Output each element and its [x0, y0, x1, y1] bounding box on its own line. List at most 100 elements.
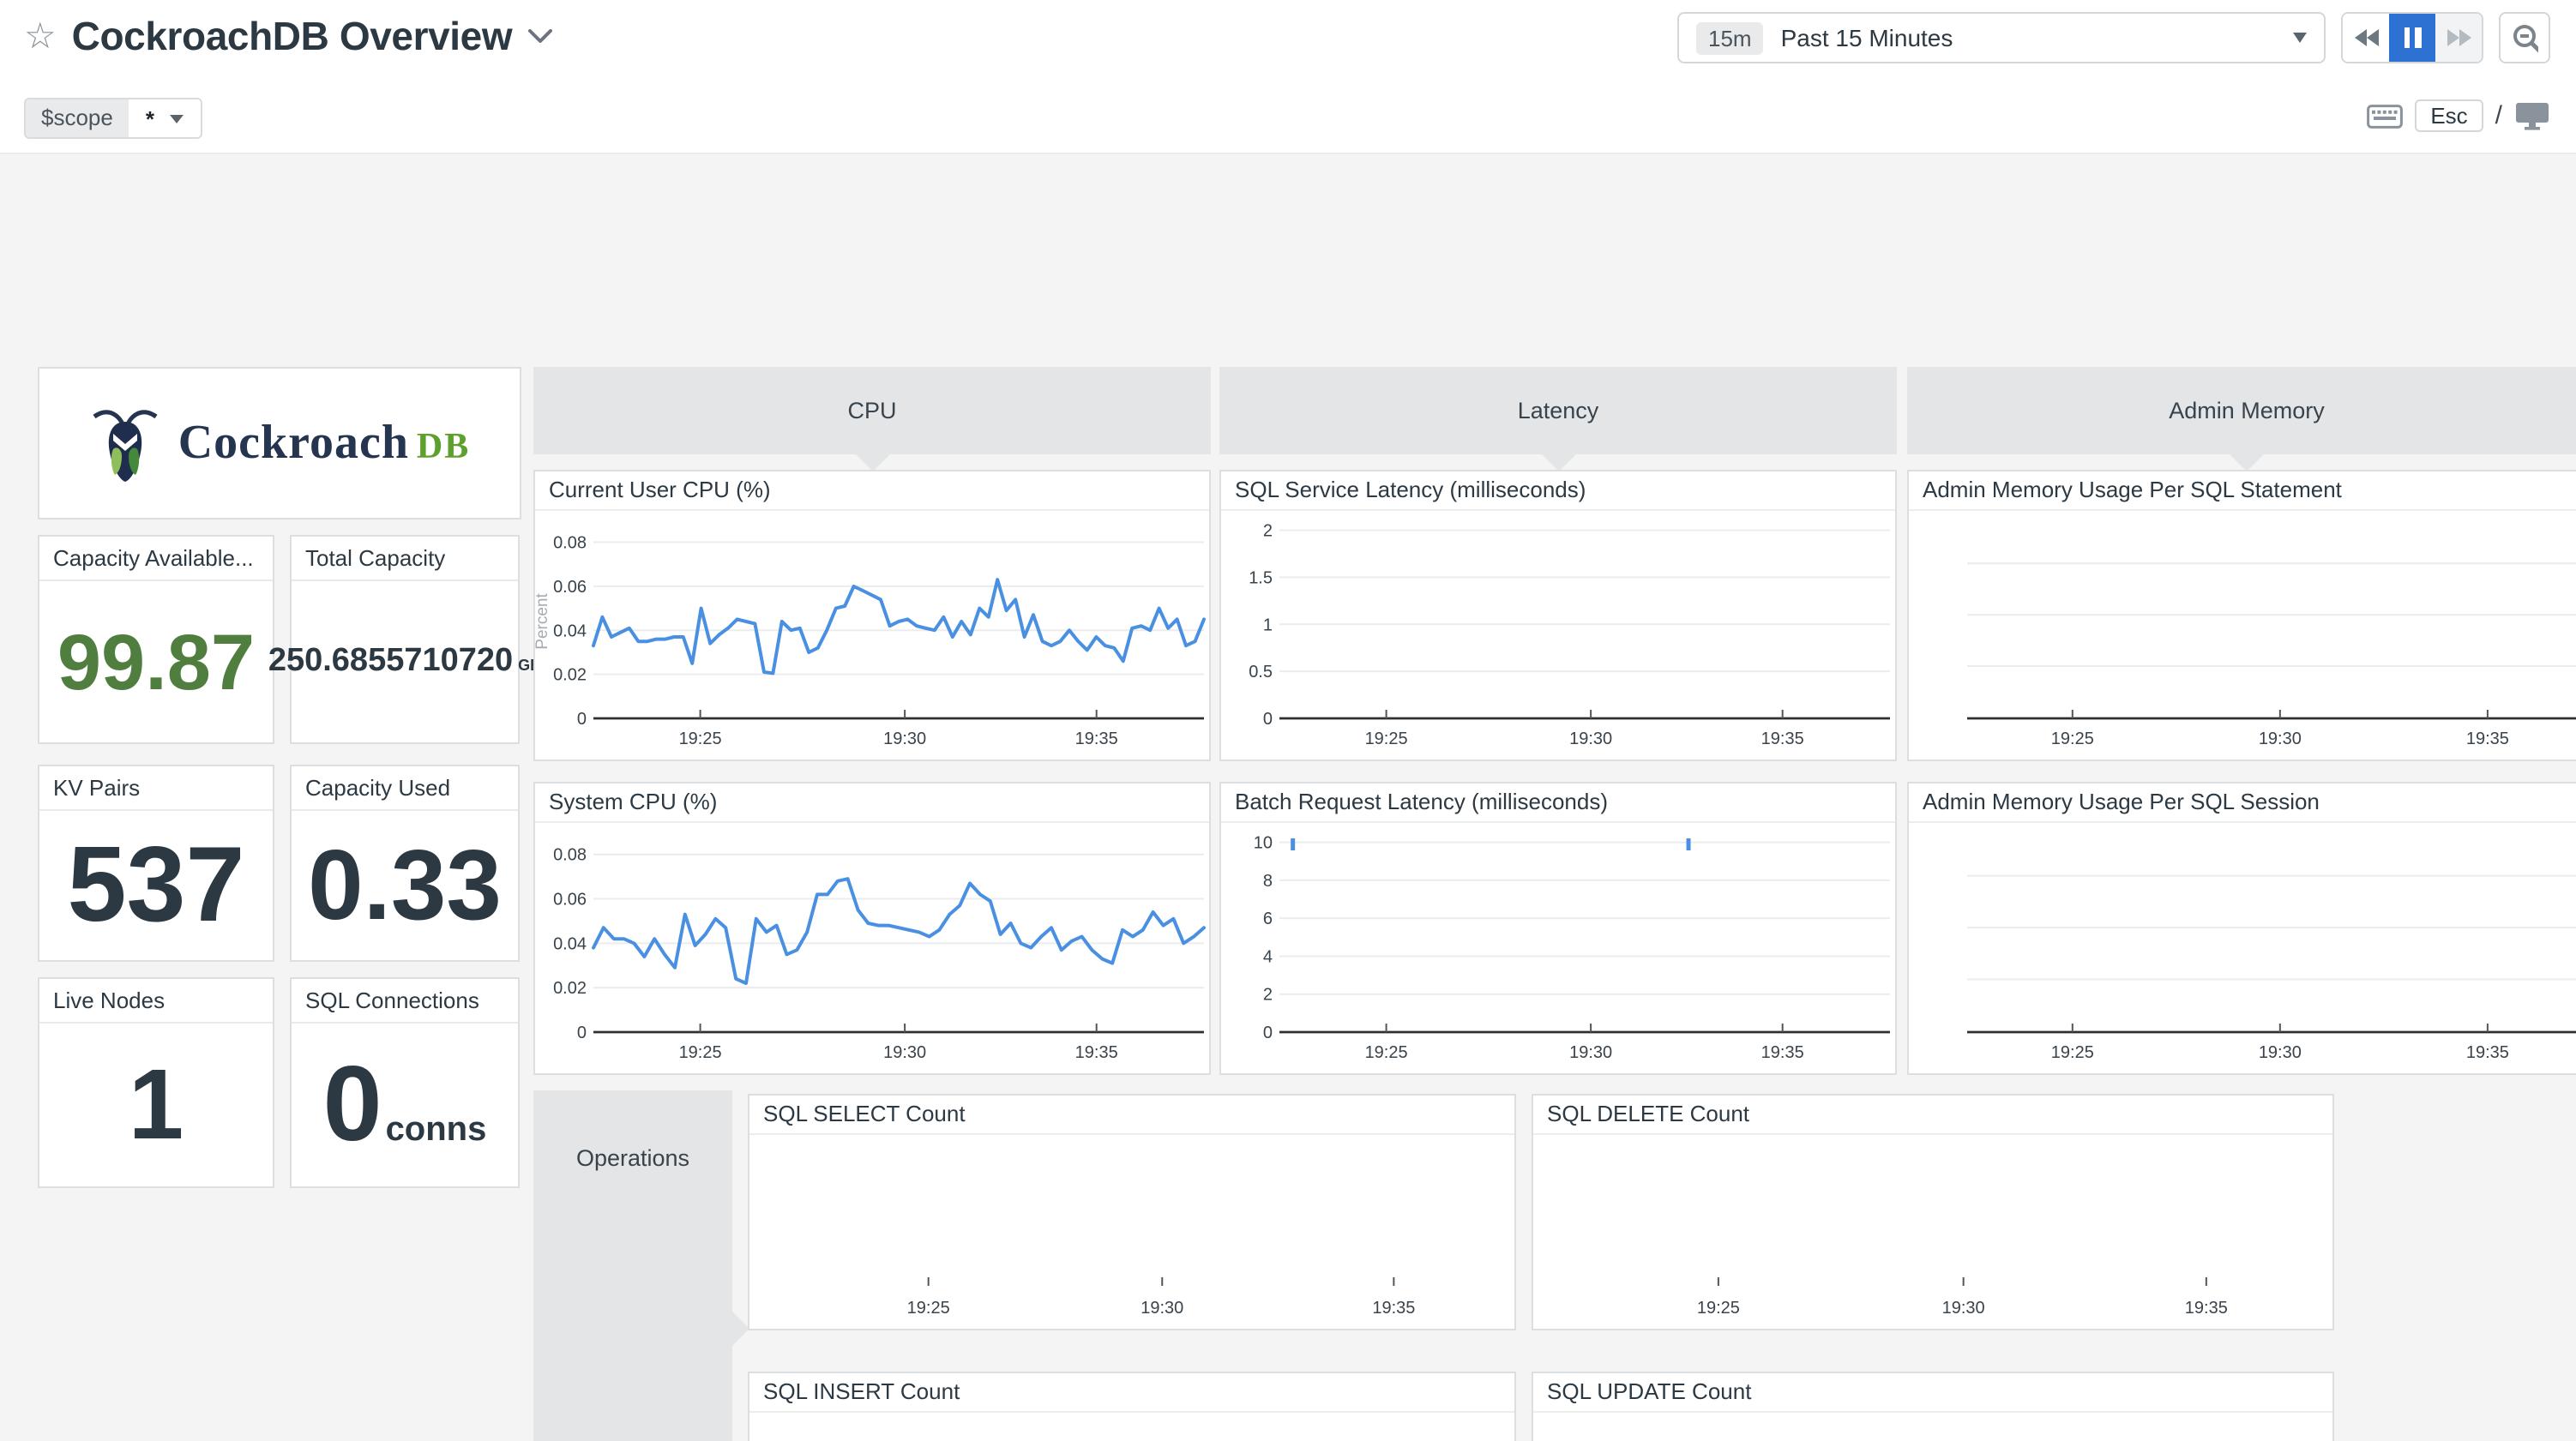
chart-title: SQL UPDATE Count [1533, 1373, 2332, 1413]
chart-panel-current-user-cpu[interactable]: Current User CPU (%) 0.08 0.06 0.04 0.02 0 19… [533, 470, 1211, 761]
fast-forward-button[interactable] [2435, 14, 2482, 62]
zoom-out-button[interactable] [2499, 12, 2550, 63]
section-header-latency[interactable]: Latency [1219, 367, 1897, 471]
svg-text:19:35: 19:35 [2185, 1299, 2228, 1318]
cockroachdb-logo-card[interactable]: Cockroach DB [38, 367, 521, 519]
stat-value: 0.33 [308, 829, 502, 940]
svg-text:0.08: 0.08 [553, 846, 587, 865]
favorite-star-icon[interactable]: ☆ [24, 17, 57, 57]
stat-label: Live Nodes [39, 979, 273, 1024]
chart-title: System CPU (%) [535, 784, 1209, 823]
stat-value: 250.6855710720 [268, 642, 514, 678]
svg-text:19:30: 19:30 [1942, 1299, 1985, 1318]
svg-text:0.04: 0.04 [553, 621, 587, 640]
time-controls: 15m Past 15 Minutes [1677, 12, 2550, 63]
chart-title: SQL INSERT Count [749, 1373, 1514, 1413]
fast-forward-icon [2447, 29, 2471, 46]
stat-label: Capacity Available... [39, 537, 273, 581]
stat-card-live-nodes[interactable]: Live Nodes 1 [38, 977, 274, 1188]
stat-label: Capacity Used [292, 766, 518, 811]
title-chevron-down-icon[interactable] [527, 29, 552, 45]
svg-text:19:35: 19:35 [1761, 730, 1804, 748]
svg-text:0.04: 0.04 [553, 934, 587, 953]
stat-card-sql-connections[interactable]: SQL Connections 0 conns [290, 977, 520, 1188]
svg-text:19:30: 19:30 [2259, 1043, 2302, 1062]
svg-text:19:35: 19:35 [2466, 1043, 2509, 1062]
logo-word: Cockroach [178, 416, 409, 469]
svg-text:0.06: 0.06 [553, 578, 587, 597]
svg-text:0: 0 [1263, 1024, 1273, 1042]
svg-text:19:25: 19:25 [1365, 1043, 1408, 1062]
chart-canvas: 19:25 19:30 19:35 [1909, 823, 2576, 1073]
tv-mode-icon[interactable] [2514, 101, 2550, 130]
scope-caret-icon [169, 114, 184, 123]
section-header-operations[interactable]: Operations [533, 1090, 749, 1441]
esc-key-badge: Esc [2415, 99, 2483, 132]
svg-text:19:35: 19:35 [2466, 730, 2509, 748]
svg-text:19:25: 19:25 [1365, 730, 1408, 748]
chart-title: SQL SELECT Count [749, 1096, 1514, 1135]
section-pointer [1539, 453, 1577, 471]
chart-panel-batch-request-latency[interactable]: Batch Request Latency (milliseconds) 10 8… [1219, 782, 1897, 1075]
time-range-label: Past 15 Minutes [1780, 24, 1953, 51]
svg-text:0.02: 0.02 [553, 666, 587, 685]
stat-card-total-capacity[interactable]: Total Capacity 250.6855710720 GB [268, 535, 541, 744]
zoom-out-icon [2513, 24, 2538, 52]
chart-panel-system-cpu[interactable]: System CPU (%) 0.08 0.06 0.04 0.02 0 19:25 19:… [533, 782, 1211, 1075]
stat-card-kv-pairs[interactable]: KV Pairs 537 [38, 765, 274, 962]
chart-title: SQL Service Latency (milliseconds) [1221, 471, 1895, 511]
svg-text:19:35: 19:35 [1075, 1043, 1118, 1062]
stat-card-capacity-used[interactable]: Capacity Used 0.33 [290, 765, 520, 962]
stat-value: 537 [67, 826, 245, 944]
svg-text:10: 10 [1254, 834, 1273, 853]
svg-text:19:30: 19:30 [1569, 1043, 1612, 1062]
chart-title: Batch Request Latency (milliseconds) [1221, 784, 1895, 823]
top-bar: ☆ CockroachDB Overview 15m Past 15 Minut… [0, 0, 2576, 154]
chart-canvas: 0.08 0.06 0.04 0.02 0 19:25 19:30 19:35 Percent [533, 511, 1209, 760]
svg-text:19:25: 19:25 [2051, 1043, 2094, 1062]
keyboard-icon[interactable] [2367, 104, 2404, 128]
svg-text:8: 8 [1263, 872, 1273, 891]
svg-text:Percent: Percent [535, 593, 551, 650]
time-range-badge: 15m [1696, 21, 1764, 54]
svg-text:19:30: 19:30 [1569, 730, 1612, 748]
section-header-admin-memory[interactable]: Admin Memory [1907, 367, 2576, 471]
svg-text:6: 6 [1263, 910, 1273, 928]
svg-text:1: 1 [1263, 615, 1273, 634]
svg-text:19:25: 19:25 [679, 730, 722, 748]
chart-panel-sql-select-count[interactable]: SQL SELECT Count 19:25 19:30 19:35 [748, 1094, 1516, 1330]
chart-panel-admin-memory-session[interactable]: Admin Memory Usage Per SQL Session 19:25… [1907, 782, 2576, 1075]
stat-value: 1 [128, 1048, 184, 1160]
scope-variable-value[interactable]: * [128, 99, 201, 137]
time-range-caret-icon [2293, 33, 2307, 43]
stat-card-capacity-available[interactable]: Capacity Available... 99.87 [38, 535, 274, 744]
section-header-cpu[interactable]: CPU [533, 367, 1211, 471]
rewind-button[interactable] [2343, 14, 2389, 62]
stat-label: Total Capacity [292, 537, 518, 581]
pause-button[interactable] [2389, 14, 2435, 62]
section-label: Latency [1517, 398, 1599, 423]
page-title: CockroachDB Overview [71, 14, 513, 58]
section-pointer [731, 1310, 749, 1348]
svg-text:19:25: 19:25 [1697, 1299, 1740, 1318]
stat-label: KV Pairs [39, 766, 273, 811]
stat-value: 0 [322, 1045, 382, 1163]
chart-canvas: 10 8 6 4 2 0 19:25 19:30 19:35 [1221, 823, 1895, 1073]
chart-canvas: 2 1.5 1 0.5 0 19:25 19:30 19:35 [1221, 511, 1895, 760]
scope-template-variable[interactable]: $scope * [24, 98, 202, 139]
svg-text:0: 0 [577, 710, 587, 729]
svg-text:19:35: 19:35 [1761, 1043, 1804, 1062]
chart-panel-sql-service-latency[interactable]: SQL Service Latency (milliseconds) 2 1.5 1… [1219, 470, 1897, 761]
chart-title: Admin Memory Usage Per SQL Statement [1909, 471, 2576, 511]
time-range-picker[interactable]: 15m Past 15 Minutes [1677, 12, 2326, 63]
svg-text:1.5: 1.5 [1249, 568, 1273, 587]
chart-panel-admin-memory-statement[interactable]: Admin Memory Usage Per SQL Statement 19:… [1907, 470, 2576, 761]
svg-text:19:25: 19:25 [2051, 730, 2094, 748]
svg-text:2: 2 [1263, 986, 1273, 1005]
chart-panel-sql-delete-count[interactable]: SQL DELETE Count 19:25 19:30 19:35 [1532, 1094, 2334, 1330]
rewind-icon [2354, 29, 2378, 46]
